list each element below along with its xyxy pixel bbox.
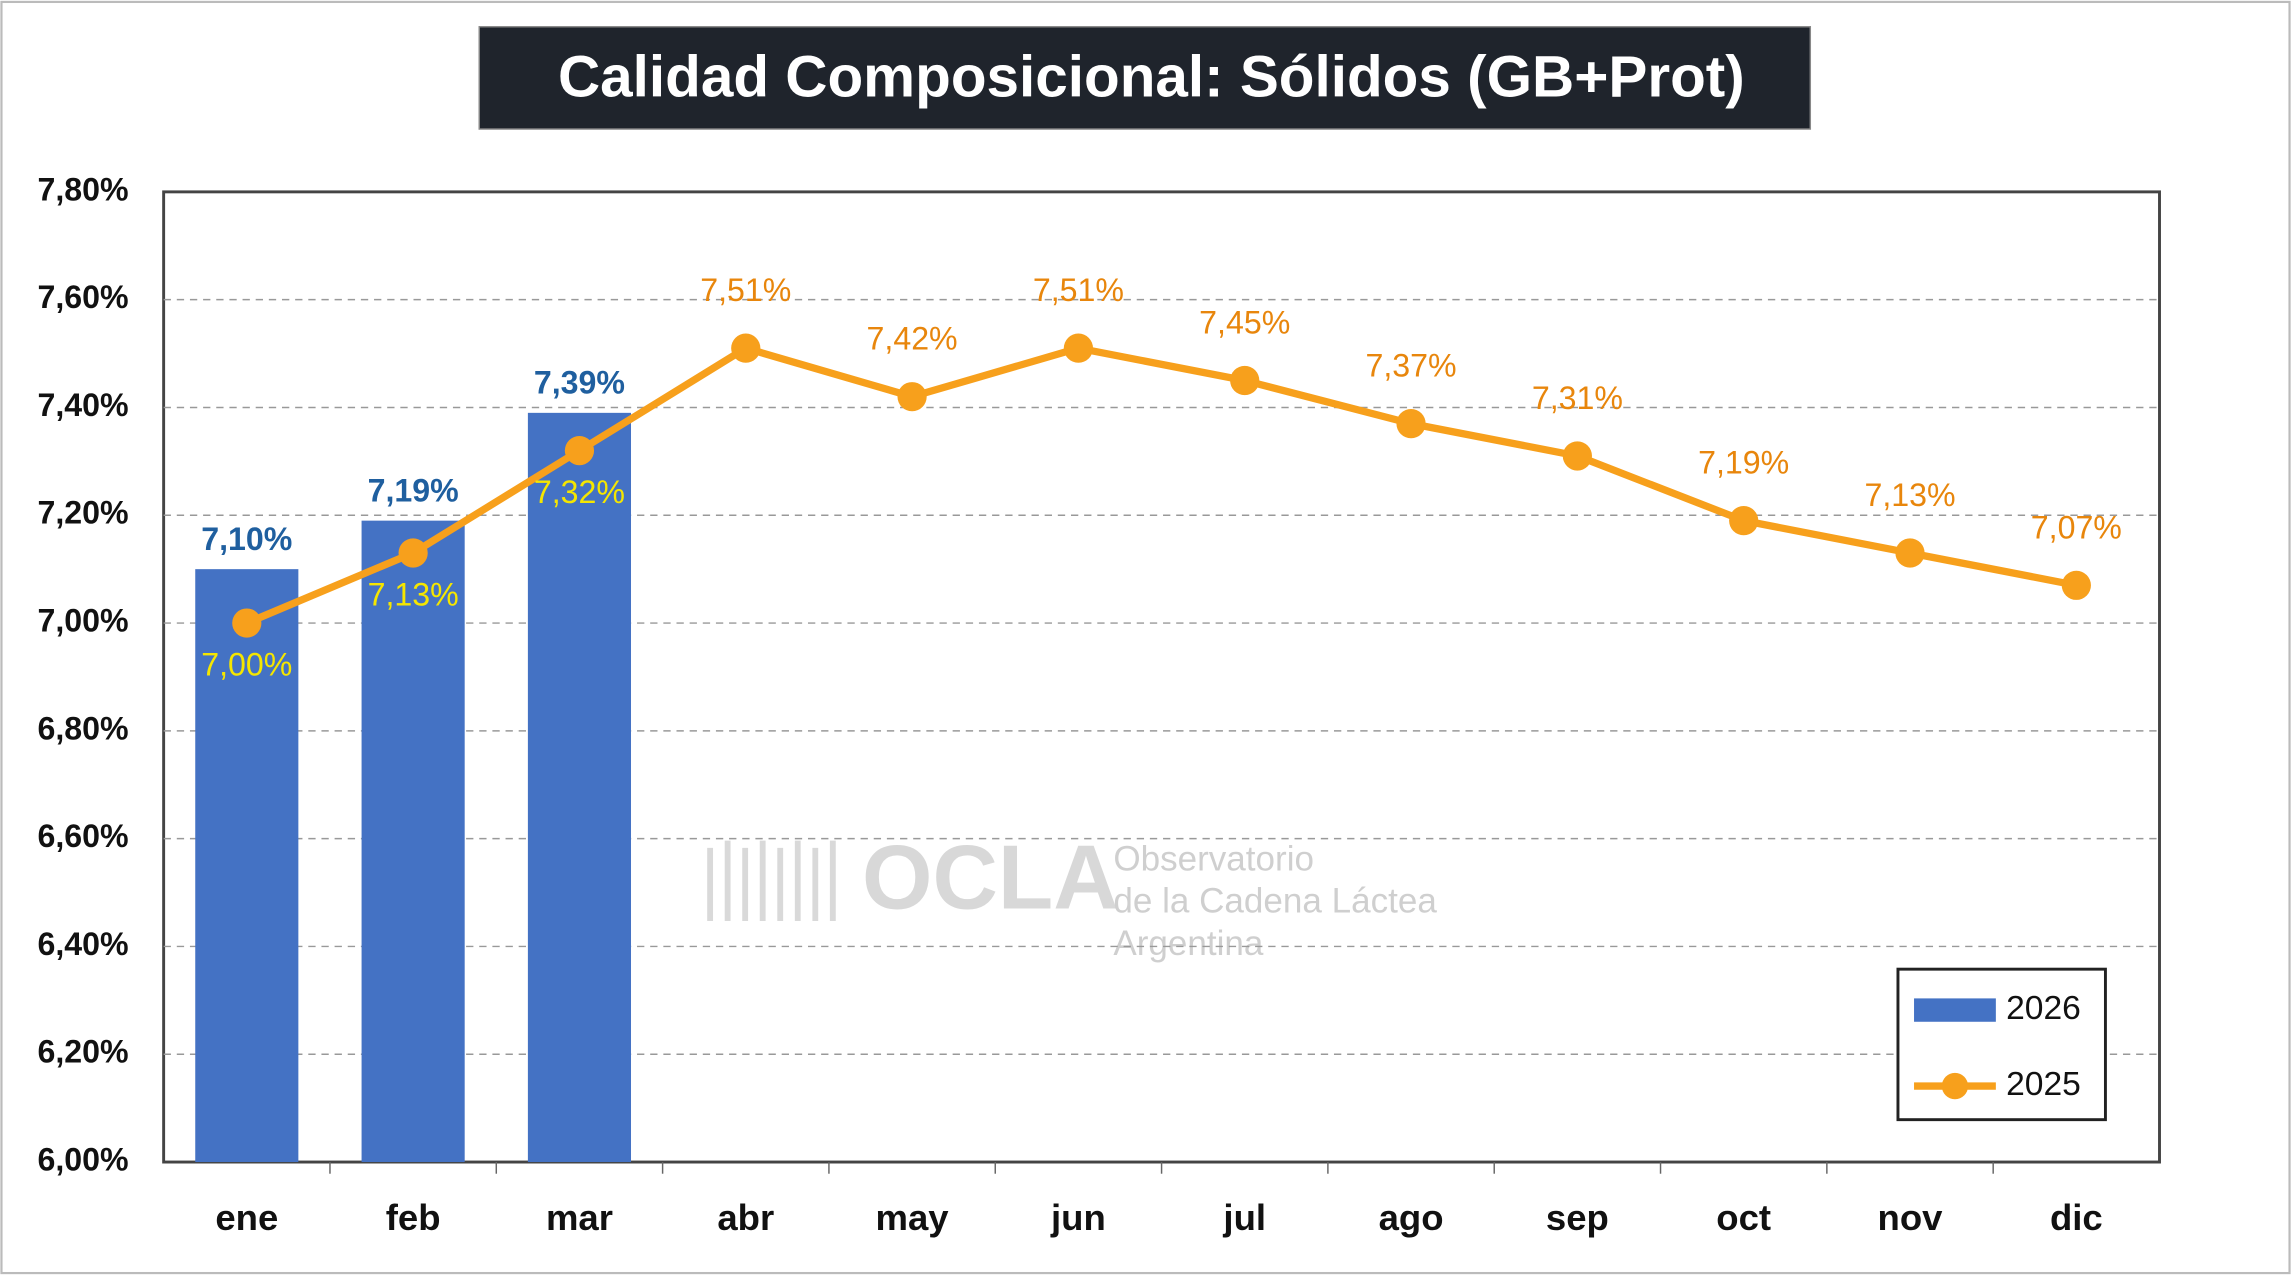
y-tick-label: 7,60% xyxy=(37,279,128,315)
y-tick-label: 6,80% xyxy=(37,710,128,746)
x-tick-label: jul xyxy=(1222,1197,1266,1238)
line-value-label: 7,45% xyxy=(1199,304,1290,340)
chart-title: Calidad Composicional: Sólidos (GB+Prot) xyxy=(558,44,1745,109)
line-value-label: 7,51% xyxy=(1033,272,1124,308)
x-tick-label: abr xyxy=(717,1197,774,1238)
line-value-label: 7,51% xyxy=(700,272,791,308)
line-value-label: 7,19% xyxy=(1698,445,1789,481)
legend-label: 2025 xyxy=(2006,1066,2081,1103)
y-tick-label: 6,20% xyxy=(37,1034,128,1070)
bar xyxy=(361,520,465,1163)
x-tick-label: nov xyxy=(1878,1197,1944,1238)
watermark-text: de la Cadena Láctea xyxy=(1113,882,1437,921)
line-point xyxy=(1230,365,1260,396)
x-tick-label: ago xyxy=(1379,1197,1444,1238)
x-tick-label: dic xyxy=(2050,1197,2103,1238)
line-point xyxy=(1562,441,1592,471)
plot-area xyxy=(162,190,2161,1164)
y-tick-label: 7,40% xyxy=(37,387,128,423)
watermark-logo: OCLA xyxy=(862,827,1119,928)
line-point xyxy=(2061,570,2091,600)
bar xyxy=(527,412,632,1163)
bar-value-label: 7,10% xyxy=(201,521,292,557)
line-value-label: 7,42% xyxy=(867,321,958,357)
y-tick-label: 7,80% xyxy=(37,171,128,207)
line-point xyxy=(1063,333,1094,363)
line-point xyxy=(1729,506,1759,536)
line-value-label: 7,32% xyxy=(534,474,625,510)
line-value-label: 7,07% xyxy=(2031,509,2122,545)
legend-box xyxy=(1896,967,2107,1122)
bar xyxy=(195,569,299,1163)
line-point xyxy=(398,538,428,568)
legend-label: 2026 xyxy=(2006,990,2081,1027)
line xyxy=(245,344,2078,627)
x-tick-label: sep xyxy=(1546,1197,1609,1238)
legend-swatch-marker xyxy=(1941,1072,1969,1100)
line-point xyxy=(232,608,262,638)
watermark-icon xyxy=(707,840,836,921)
y-tick-label: 6,40% xyxy=(37,926,128,962)
x-tick-label: feb xyxy=(386,1197,441,1238)
watermark-text: Observatorio xyxy=(1113,839,1314,878)
watermark-text: Argentina xyxy=(1113,924,1264,963)
x-tick-label: oct xyxy=(1716,1197,1771,1238)
y-tick-label: 7,20% xyxy=(37,495,128,531)
line-point xyxy=(731,333,761,363)
x-tick-label: ene xyxy=(215,1197,278,1238)
x-tick-label: mar xyxy=(546,1197,613,1238)
y-tick-label: 7,00% xyxy=(37,603,128,639)
line-point xyxy=(564,435,595,466)
x-tick-label: jun xyxy=(1050,1197,1106,1238)
y-tick-label: 6,60% xyxy=(37,818,128,854)
line-point xyxy=(897,382,927,412)
line-value-label: 7,37% xyxy=(1366,348,1457,384)
x-tick-label: may xyxy=(876,1197,950,1238)
line-value-label: 7,00% xyxy=(201,646,292,682)
y-tick-label: 6,00% xyxy=(37,1142,128,1178)
bar-value-label: 7,19% xyxy=(368,472,459,508)
bar-value-label: 7,39% xyxy=(534,365,625,401)
legend-swatch xyxy=(1914,998,1996,1022)
title-box xyxy=(478,26,1812,130)
line-value-label: 7,31% xyxy=(1532,380,1623,416)
line-point xyxy=(1895,538,1925,568)
line-point xyxy=(1396,409,1426,439)
line-value-label: 7,13% xyxy=(368,576,459,612)
line-value-label: 7,13% xyxy=(1864,477,1955,513)
